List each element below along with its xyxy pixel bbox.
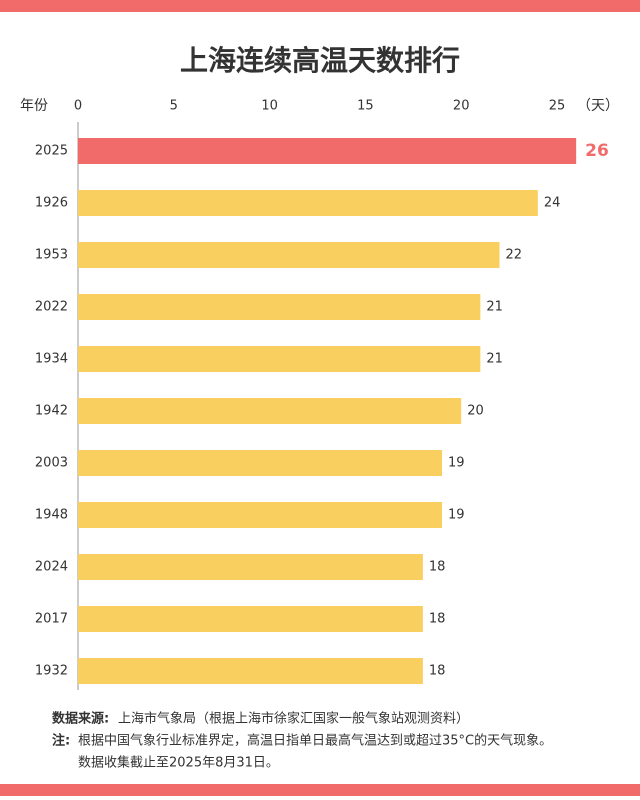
y-tick-label: 2022: [35, 300, 68, 315]
bar: [78, 658, 423, 684]
bar: [78, 554, 423, 580]
chart-title: 上海连续高温天数排行: [180, 44, 460, 77]
source-label: 数据来源:: [52, 711, 109, 727]
y-tick-label: 2025: [35, 144, 68, 159]
bar: [78, 346, 481, 372]
y-tick-label: 2017: [35, 612, 68, 627]
value-label: 18: [429, 560, 446, 575]
note-label: 注:: [52, 733, 70, 749]
value-label: 22: [506, 248, 523, 263]
note-line: 根据中国气象行业标准界定，高温日指单日最高气温达到或超过35°C的天气现象。: [78, 733, 552, 749]
bar: [78, 398, 462, 424]
y-tick-label: 1953: [35, 248, 68, 263]
x-tick-label: 25: [549, 99, 566, 114]
y-tick-label: 1942: [35, 404, 68, 419]
bar: [78, 450, 443, 476]
y-tick-label: 2003: [35, 456, 68, 471]
bar: [78, 138, 577, 164]
note-line: 数据收集截止至2025年8月31日。: [78, 755, 279, 771]
value-label: 18: [429, 664, 446, 679]
value-label: 21: [486, 300, 503, 315]
bar: [78, 606, 423, 632]
y-tick-label: 1926: [35, 196, 68, 211]
x-tick-label: 0: [74, 99, 82, 114]
source: 上海市气象局（根据上海市徐家汇国家一般气象站观测资料）: [118, 711, 469, 727]
value-label: 24: [544, 196, 561, 211]
x-tick-label: 15: [357, 99, 374, 114]
value-label: 20: [467, 404, 484, 419]
bar: [78, 190, 538, 216]
x-tick-label: 10: [261, 99, 278, 114]
value-axis-label: （天）: [577, 98, 619, 114]
bar: [78, 242, 500, 268]
value-label: 21: [486, 352, 503, 367]
x-tick-label: 5: [170, 99, 178, 114]
y-tick-label: 1948: [35, 508, 68, 523]
y-tick-label: 2024: [35, 560, 68, 575]
value-label: 19: [448, 508, 465, 523]
bar: [78, 502, 443, 528]
y-tick-label: 1934: [35, 352, 68, 367]
value-label: 26: [585, 141, 609, 161]
x-tick-label: 20: [453, 99, 470, 114]
y-tick-label: 1932: [35, 664, 68, 679]
bar: [78, 294, 481, 320]
value-label: 19: [448, 456, 465, 471]
category-axis-label: 年份: [20, 98, 48, 114]
value-label: 18: [429, 612, 446, 627]
bottom-band: [0, 784, 640, 796]
top-band: [0, 0, 640, 12]
